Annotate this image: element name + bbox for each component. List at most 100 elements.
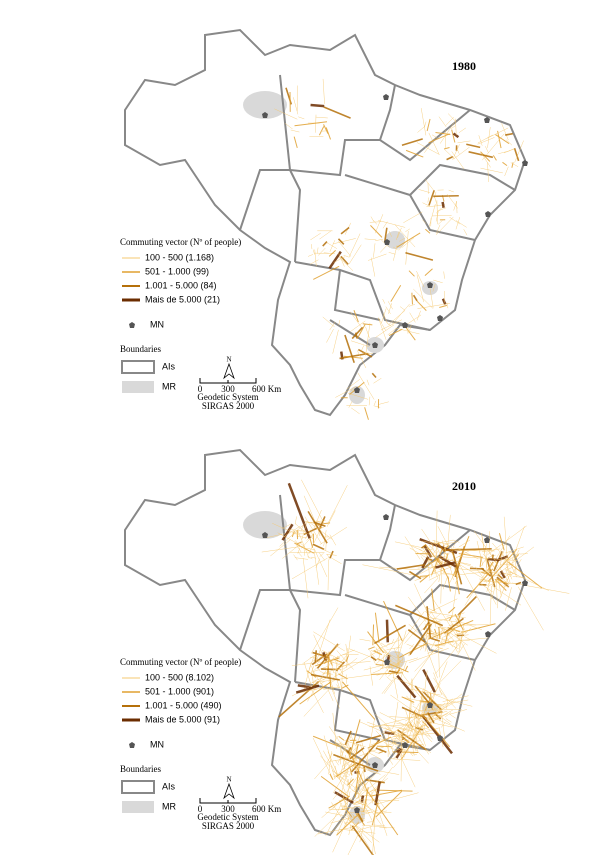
- commuting-vector: [401, 138, 423, 146]
- commuting-vector: [435, 551, 438, 558]
- commuting-vector: [349, 799, 368, 804]
- commuting-vector: [314, 249, 317, 267]
- commuting-vector: [367, 751, 381, 760]
- commuting-vector: [406, 739, 429, 764]
- commuting-vector: [452, 144, 460, 160]
- mn-marker: [485, 631, 491, 637]
- commuting-vector: [349, 768, 353, 776]
- commuting-vector: [326, 510, 336, 527]
- commuting-vector: [313, 265, 340, 280]
- commuting-vector: [299, 681, 331, 705]
- commuting-vector: [428, 132, 440, 155]
- commuting-vector: [323, 106, 351, 119]
- commuting-vector: [396, 231, 400, 241]
- commuting-vector: [323, 252, 335, 255]
- commuting-vector: [499, 557, 503, 567]
- mn-marker: [437, 315, 443, 321]
- commuting-vector: [363, 770, 367, 795]
- commuting-vector: [439, 690, 457, 709]
- commuting-vector: [287, 482, 311, 539]
- commuting-vector: [351, 825, 374, 855]
- commuting-vector: [386, 668, 390, 675]
- commuting-vector: [414, 685, 431, 705]
- commuting-vector: [313, 509, 322, 529]
- commuting-vector: [372, 638, 403, 652]
- legend-item: 1.001 - 5.000 (490): [145, 700, 222, 710]
- commuting-vector: [298, 116, 305, 120]
- commuting-vector: [441, 573, 466, 575]
- commuting-vector: [373, 624, 406, 645]
- legend-ais-label: AIs: [162, 361, 176, 371]
- commuting-vector: [476, 540, 484, 566]
- commuting-vector: [481, 571, 491, 576]
- commuting-vector: [385, 306, 391, 314]
- commuting-vector: [310, 673, 340, 681]
- commuting-vector: [392, 246, 398, 250]
- commuting-vector: [296, 535, 307, 539]
- commuting-vector: [486, 587, 497, 605]
- commuting-vector: [320, 755, 331, 768]
- commuting-vector: [383, 600, 403, 642]
- commuting-vector: [457, 140, 471, 144]
- commuting-vector: [391, 737, 401, 740]
- commuting-vector: [480, 167, 503, 174]
- commuting-vector: [325, 685, 334, 702]
- commuting-vector: [297, 530, 310, 559]
- commuting-vector: [322, 549, 334, 555]
- commuting-vector: [323, 735, 331, 758]
- ai-boundary: [289, 589, 302, 683]
- north-arrow: [223, 782, 235, 800]
- commuting-vector: [349, 661, 371, 664]
- commuting-vector: [421, 544, 427, 549]
- commuting-vector: [332, 770, 357, 789]
- legend-ais-label: AIs: [162, 781, 176, 791]
- commuting-vector: [405, 326, 416, 341]
- commuting-vector: [396, 656, 399, 669]
- commuting-vector: [497, 574, 504, 580]
- commuting-vector: [334, 658, 343, 664]
- commuting-vector: [428, 574, 441, 581]
- commuting-vector: [387, 327, 397, 336]
- mn-marker: [372, 342, 378, 348]
- commuting-vector: [507, 561, 543, 589]
- commuting-vector: [291, 663, 311, 666]
- commuting-vector: [434, 631, 440, 636]
- commuting-vector: [322, 316, 335, 328]
- commuting-vector: [303, 687, 331, 717]
- commuting-vector: [441, 711, 446, 744]
- commuting-vector: [446, 155, 454, 161]
- commuting-vector: [340, 255, 349, 265]
- commuting-vector: [346, 635, 351, 668]
- commuting-vector: [506, 139, 513, 146]
- mn-marker: [522, 580, 528, 586]
- commuting-vector: [307, 657, 314, 674]
- commuting-vector: [416, 300, 427, 311]
- commuting-vector: [503, 585, 509, 587]
- commuting-vector: [343, 355, 363, 359]
- commuting-vector: [339, 680, 343, 692]
- commuting-vector: [404, 708, 415, 738]
- commuting-vector: [505, 568, 511, 584]
- commuting-vector: [395, 748, 417, 756]
- metro-region: [243, 91, 287, 119]
- commuting-vector: [341, 750, 346, 770]
- scale-tick-label: 300: [221, 804, 235, 814]
- commuting-vector: [308, 521, 333, 540]
- commuting-vector: [455, 220, 467, 228]
- commuting-vector: [396, 747, 402, 754]
- commuting-vector: [475, 566, 488, 583]
- commuting-vector: [509, 571, 518, 575]
- legend-item: 100 - 500 (1.168): [145, 252, 214, 262]
- commuting-vector: [396, 563, 425, 570]
- commuting-vector: [424, 690, 449, 701]
- commuting-vector: [368, 646, 375, 650]
- commuting-vector: [345, 648, 349, 663]
- commuting-vector: [437, 632, 439, 640]
- commuting-vector: [388, 328, 403, 336]
- commuting-vector: [357, 372, 375, 400]
- commuting-vector: [381, 324, 386, 331]
- commuting-vector: [390, 738, 396, 746]
- commuting-vector: [448, 189, 454, 193]
- commuting-vector: [416, 274, 424, 303]
- mn-marker: [354, 387, 360, 393]
